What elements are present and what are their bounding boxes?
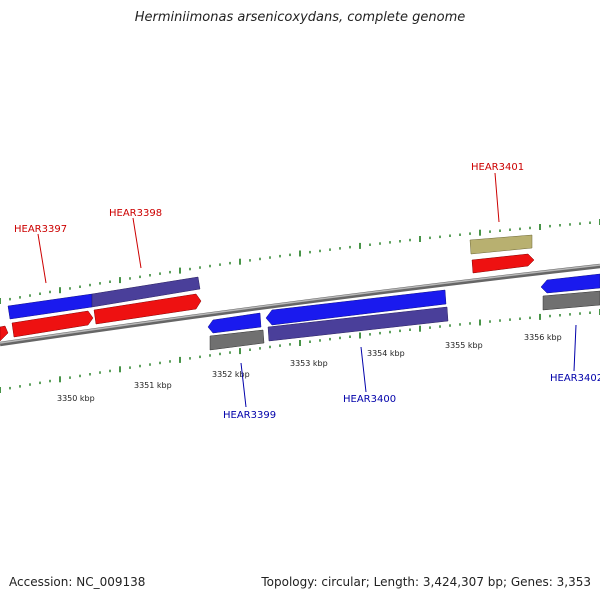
gene-hear3402-outer[interactable] xyxy=(540,273,600,294)
gene-hear3400-outer[interactable] xyxy=(265,289,447,326)
gene-hear3402-inner[interactable] xyxy=(542,290,600,311)
accession-text: Accession: NC_009138 xyxy=(9,575,146,589)
gene-hear3398-outer[interactable] xyxy=(91,276,201,308)
label-hear3402[interactable]: HEAR3402 xyxy=(550,373,600,384)
scale-label: 3352 kbp xyxy=(212,370,250,379)
gene-hear3399-outer[interactable] xyxy=(207,312,262,334)
scale-label: 3353 kbp xyxy=(290,359,328,368)
gene-left-edge[interactable] xyxy=(0,325,9,342)
scale-label: 3350 kbp xyxy=(57,394,95,403)
scale-label: 3356 kbp xyxy=(524,333,562,342)
scale-label: 3355 kbp xyxy=(445,341,483,350)
scale-label: 3351 kbp xyxy=(134,381,172,390)
topology-text: Topology: circular; Length: 3,424,307 bp… xyxy=(261,575,591,589)
label-hear3399[interactable]: HEAR3399 xyxy=(223,410,276,421)
scale-label: 3354 kbp xyxy=(367,349,405,358)
label-hear3400[interactable]: HEAR3400 xyxy=(343,394,396,405)
gene-features xyxy=(0,234,600,351)
gene-labels: HEAR3397 HEAR3398 HEAR3401 HEAR3399 HEAR… xyxy=(14,162,600,421)
gene-hear3398-inner[interactable] xyxy=(93,293,202,325)
scale-labels: 3350 kbp 3351 kbp 3352 kbp 3353 kbp 3354… xyxy=(57,333,562,403)
label-hear3401[interactable]: HEAR3401 xyxy=(471,162,524,173)
gene-hear3401-inner[interactable] xyxy=(471,253,535,274)
tick-marks xyxy=(0,219,600,393)
gene-hear3400-inner[interactable] xyxy=(267,306,449,342)
map-title: Herminiimonas arsenicoxydans, complete g… xyxy=(134,10,466,25)
gene-hear3401-outer[interactable] xyxy=(469,234,533,255)
genome-backbone xyxy=(0,263,600,347)
label-hear3397[interactable]: HEAR3397 xyxy=(14,224,67,235)
gene-hear3399-inner[interactable] xyxy=(209,329,265,351)
label-hear3398[interactable]: HEAR3398 xyxy=(109,208,162,219)
gene-hear3397-inner[interactable] xyxy=(11,310,94,338)
